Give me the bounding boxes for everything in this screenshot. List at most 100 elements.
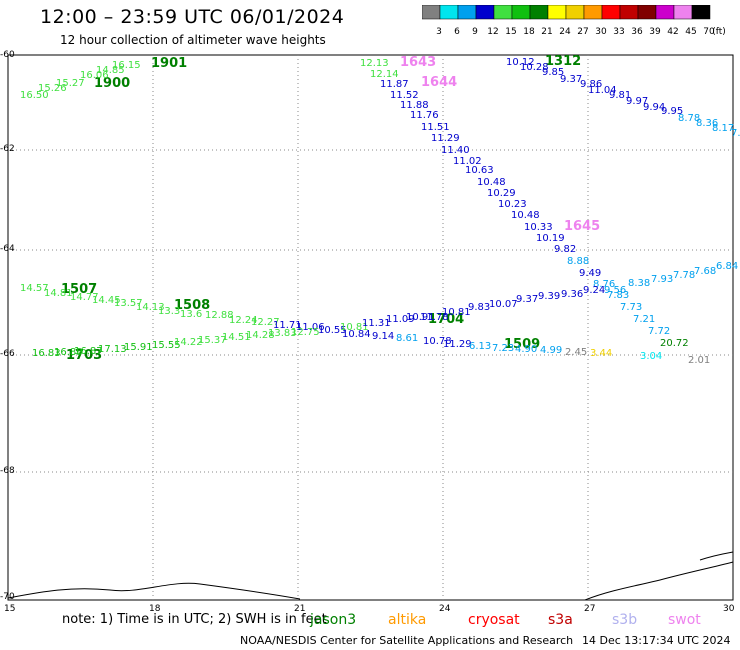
wave-height-label: 7.72 xyxy=(648,326,670,337)
antarctic-coastline-east xyxy=(584,551,734,601)
colorbar-label: 36 xyxy=(631,27,643,37)
wave-height-label: 11.02 xyxy=(453,156,482,167)
wave-height-label: 4.90 xyxy=(515,344,537,355)
wave-height-label: 16.87 xyxy=(74,346,103,357)
wave-height-label: 9.83 xyxy=(468,302,490,313)
wave-height-label: 12.27 xyxy=(251,317,280,328)
wave-height-label: 14.28 xyxy=(246,330,275,341)
satellite-jason3: jason3 xyxy=(310,612,357,628)
wave-height-label: 10.81 xyxy=(340,322,369,333)
wave-height-label: 7.78 xyxy=(673,270,695,281)
wave-height-label: 9.94 xyxy=(643,102,665,113)
wave-height-label: 8.17 xyxy=(712,123,734,134)
colorbar-label: 18 xyxy=(523,27,535,37)
wave-height-label: 4.99 xyxy=(540,345,562,356)
colorbar-unit: (ft) xyxy=(712,27,726,37)
wave-height-label: 15.55 xyxy=(152,340,181,351)
wave-height-label: 14.85 xyxy=(96,65,125,76)
wave-height-label: 13.3 xyxy=(158,306,180,317)
longitude-tick-label: 24 xyxy=(439,604,451,614)
colorbar-label: 39 xyxy=(649,27,661,37)
pass-time-label: 1508 xyxy=(174,298,210,313)
wave-height-label: 14.13 xyxy=(136,302,165,313)
wave-height-label: 8.88 xyxy=(567,256,589,267)
wave-height-label: 11.76 xyxy=(410,110,439,121)
wave-height-label: 3.44 xyxy=(590,348,612,359)
pass-time-label: 1900 xyxy=(94,76,130,91)
wave-height-label: 13.83 xyxy=(268,328,297,339)
wave-height-label: 10.28 xyxy=(520,62,549,73)
wave-height-label: 3.04 xyxy=(640,351,662,362)
generation-timestamp: 14 Dec 13:17:34 UTC 2024 xyxy=(582,634,731,647)
pass-time-label: 1643 xyxy=(400,55,436,70)
satellite-swot: swot xyxy=(668,612,701,628)
colorbar-label: 33 xyxy=(613,27,625,37)
wave-height-label: 9.86 xyxy=(580,79,602,90)
colorbar-label: 15 xyxy=(505,27,517,37)
credit-line: NOAA/NESDIS Center for Satellite Applica… xyxy=(240,634,574,647)
colorbar-label: 24 xyxy=(559,27,571,37)
wave-height-label: 8.36 xyxy=(696,118,718,129)
wave-height-label: 10.12 xyxy=(506,57,535,68)
wave-height-label: 7.68 xyxy=(694,266,716,277)
wave-height-label: 10.63 xyxy=(465,165,494,176)
wave-height-label: 14.22 xyxy=(174,337,203,348)
colorbar-label: 9 xyxy=(472,27,478,37)
colorbar-label: 30 xyxy=(595,27,607,37)
colorbar-label: 3 xyxy=(436,27,442,37)
wave-height-label: 6.13 xyxy=(469,341,491,352)
wave-height-label: 12.75 xyxy=(291,327,320,338)
wave-height-label: 14.51 xyxy=(222,332,251,343)
wave-height-label: 9.56 xyxy=(604,285,626,296)
wave-height-label: 20.72 xyxy=(660,338,689,349)
wave-height-label: 7.83 xyxy=(607,290,629,301)
latitude-tick-label: -66 xyxy=(0,349,15,359)
wave-height-label: 11.51 xyxy=(421,122,450,133)
wave-height-label: 16.06 xyxy=(80,70,109,81)
wave-height-label: 7.23 xyxy=(492,343,514,354)
wave-height-label: 10.84 xyxy=(342,329,371,340)
colorbar-swatch xyxy=(691,4,711,20)
wave-height-label: 9.14 xyxy=(372,331,394,342)
wave-height-label: 8.78 xyxy=(678,113,700,124)
wave-height-label: 10.55 xyxy=(318,325,347,336)
colorbar-label: 27 xyxy=(577,27,589,37)
wave-height-label: 10.19 xyxy=(536,233,565,244)
wave-height-label: 10.07 xyxy=(489,299,518,310)
wave-height-label: 7.73 xyxy=(620,302,642,313)
wave-height-label: 10.23 xyxy=(498,199,527,210)
pass-time-label: 1704 xyxy=(428,312,464,327)
wave-height-label: 9.82 xyxy=(554,244,576,255)
wave-height-label: 11.29 xyxy=(443,339,472,350)
wave-height-label: 16.50 xyxy=(20,90,49,101)
wave-height-label: 15.26 xyxy=(38,83,67,94)
wave-height-label: 16.89 xyxy=(54,347,83,358)
wave-height-label: 9.81 xyxy=(609,90,631,101)
colorbar-label: 6 xyxy=(454,27,460,37)
wave-height-label: 7.93 xyxy=(651,274,673,285)
graticule xyxy=(8,55,733,600)
wave-height-label: 10.29 xyxy=(487,188,516,199)
wave-height-label: 15.91 xyxy=(124,342,153,353)
wave-height-label: 10.33 xyxy=(524,222,553,233)
wave-height-label: 12.88 xyxy=(205,310,234,321)
colorbar-label: 70 xyxy=(703,27,715,37)
wave-height-label: 14.77 xyxy=(70,292,99,303)
pass-time-label: 1644 xyxy=(421,75,457,90)
wave-height-label: 13.57 xyxy=(114,298,143,309)
wave-height-label: 11.04 xyxy=(588,85,617,96)
wave-height-label: 11.40 xyxy=(441,145,470,156)
satellite-cryosat: cryosat xyxy=(468,612,520,628)
wave-height-label: 2.01 xyxy=(688,355,710,366)
wave-height-label: 7.21 xyxy=(633,314,655,325)
latitude-tick-label: -64 xyxy=(0,244,15,254)
wave-height-label: 11.52 xyxy=(390,90,419,101)
wave-height-label: 11.06 xyxy=(296,322,325,333)
wave-height-label: 9.39 xyxy=(538,291,560,302)
latitude-tick-label: -70 xyxy=(0,592,15,602)
wave-height-label: 14.45 xyxy=(92,295,121,306)
pass-time-label: 1312 xyxy=(545,54,581,69)
wave-height-label: 11.31 xyxy=(362,318,391,329)
antarctic-coastline xyxy=(7,582,301,600)
